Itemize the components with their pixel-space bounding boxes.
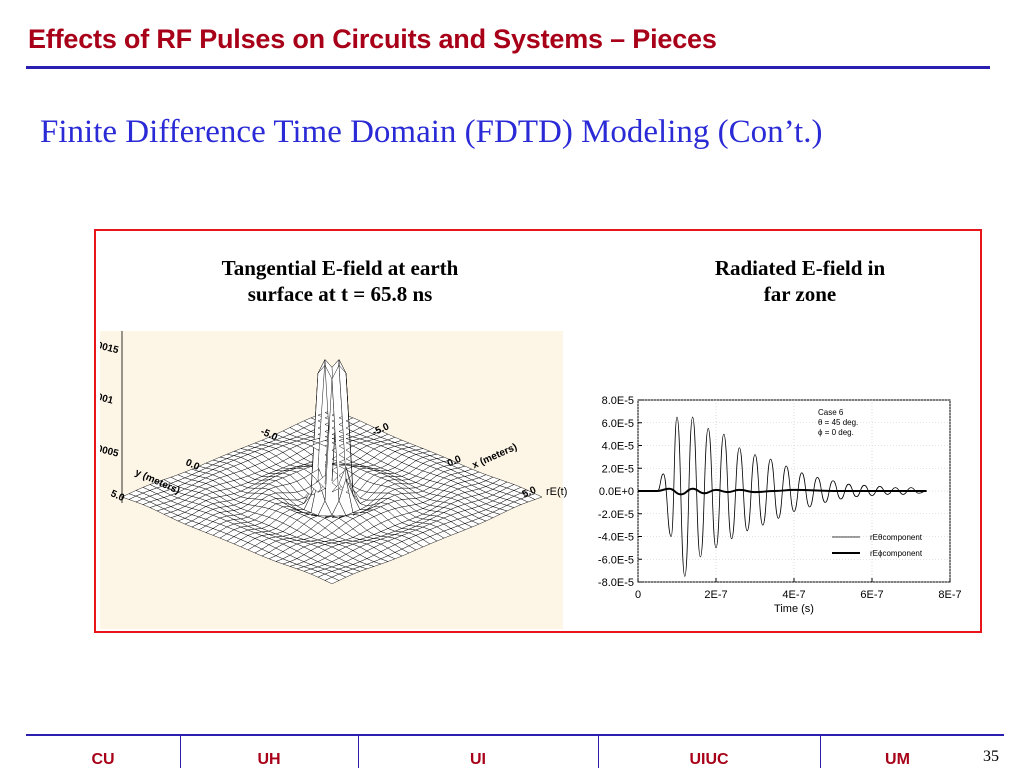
legend-label-1: rEθcomponent: [870, 533, 923, 542]
y-tick-label: -6.0E-5: [598, 554, 634, 566]
footer-separator: [598, 736, 599, 768]
x-tick-label: 0: [635, 589, 641, 601]
series-line-2: [638, 487, 927, 496]
y-tick-label: -2.0E-5: [598, 509, 634, 521]
x-axis-label: Time (s): [774, 603, 814, 615]
slide-title: Effects of RF Pulses on Circuits and Sys…: [28, 24, 717, 54]
footer-divider: [26, 734, 1004, 736]
legend-label-2: rEϕcomponent: [870, 549, 923, 558]
x-tick-label: 5.0: [521, 484, 539, 500]
left-caption-line-1: Tangential E-field at earth: [221, 256, 459, 280]
annotation-text: θ = 45 deg.: [818, 418, 858, 427]
y-tick-label: 0.0: [184, 457, 202, 473]
z-tick-label: 0.0005: [100, 442, 120, 460]
left-caption-line-2: surface at t = 65.8 ns: [247, 282, 433, 306]
right-caption-line-1: Radiated E-field in: [714, 256, 886, 280]
footer-cell-cu: CU: [91, 751, 115, 768]
left-figure-caption: Tangential E-field at earth surface at t…: [150, 255, 530, 307]
footer-separator: [820, 736, 821, 768]
x-tick-label: 0.0: [446, 453, 464, 469]
annotation-text: Case 6: [818, 408, 844, 417]
right-caption-line-2: far zone: [763, 282, 837, 306]
y-tick-label: 8.0E-5: [602, 395, 634, 407]
footer-cell-uh: UH: [257, 751, 281, 768]
y-axis-label: rE(t): [546, 486, 567, 498]
footer-cell-um: UM: [885, 751, 910, 768]
x-tick-label: 2E-7: [704, 589, 727, 601]
y-tick-label: 4.0E-5: [602, 441, 634, 453]
footer-separator: [358, 736, 359, 768]
x-tick-label: 4E-7: [782, 589, 805, 601]
slide-subtitle: Finite Difference Time Domain (FDTD) Mod…: [40, 114, 823, 150]
y-tick-label: 2.0E-5: [602, 463, 634, 475]
x-tick-label: 6E-7: [860, 589, 883, 601]
annotation-text: ϕ = 0 deg.: [818, 428, 854, 437]
footer-cell-ui: UI: [470, 751, 486, 768]
right-figure-caption: Radiated E-field in far zone: [640, 255, 960, 307]
time-series-chart: 8.0E-5 6.0E-5 4.0E-5 2.0E-5 0.0E+0 -2.0E-5 -4.…: [546, 395, 962, 615]
y-tick-label: 6.0E-5: [602, 418, 634, 430]
y-tick-label: -4.0E-5: [598, 532, 634, 544]
page-number: 35: [983, 748, 999, 765]
z-tick-label: 0.001: [100, 390, 115, 407]
z-tick-label: 0.0015: [100, 338, 120, 356]
x-tick-label: 8E-7: [938, 589, 961, 601]
footer-cell-uiuc: UIUC: [689, 751, 729, 768]
y-tick-label: 5.0: [109, 488, 127, 504]
title-divider: [26, 66, 990, 69]
y-tick-label: 0.0E+0: [599, 486, 634, 498]
surface-facet: [527, 493, 543, 500]
y-tick-label: -8.0E-5: [598, 577, 634, 589]
x-axis-label: x (meters): [471, 442, 519, 471]
surface-mesh: [121, 358, 543, 585]
footer-separator: [180, 736, 181, 768]
series-line-1: [638, 416, 927, 577]
